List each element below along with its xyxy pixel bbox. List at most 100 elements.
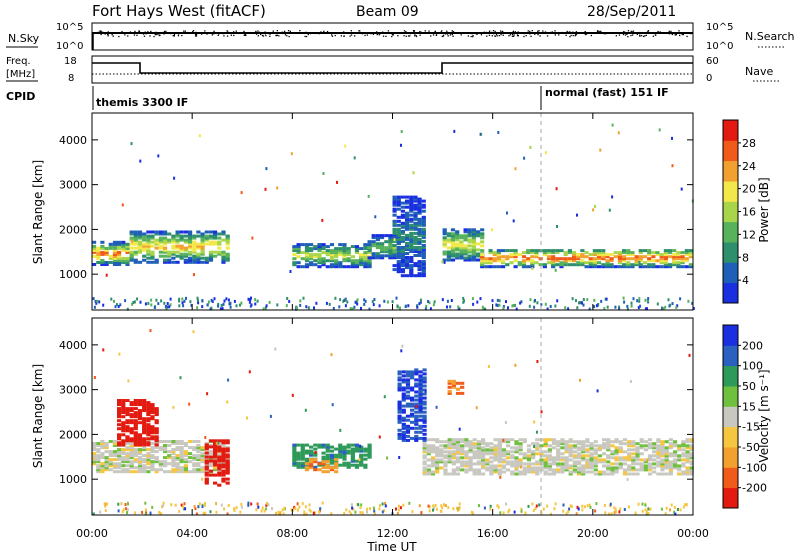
velocity-echo-cell [346, 443, 351, 447]
velocity-echo-cell [439, 448, 444, 452]
power-ground-scatter-cell [185, 296, 187, 300]
nsearch-dot [107, 35, 109, 37]
power-echo-cell [680, 261, 685, 265]
power-ground-scatter-cell [219, 307, 222, 311]
power-echo-cell [459, 234, 464, 238]
power-echo-cell [117, 246, 122, 250]
nsearch-dot [538, 30, 540, 32]
velocity-echo-cell [217, 467, 222, 471]
velocity-ground-scatter-cell [396, 512, 399, 515]
velocity-echo-cell [493, 464, 498, 468]
power-echo-cell [112, 250, 118, 254]
velocity-echo-cell [104, 456, 109, 460]
velocity-echo-cell [476, 450, 481, 454]
power-echo-cell [546, 249, 552, 253]
power-echo-cell [384, 246, 389, 250]
nsearch-dot [452, 35, 454, 37]
x-tick-label: 12:00 [377, 527, 409, 540]
velocity-echo-cell [635, 448, 640, 452]
power-echo-cell [380, 236, 385, 240]
velocity-echo-cell [154, 446, 159, 450]
velocity-echo-cell [129, 460, 134, 464]
nsearch-dot [657, 30, 659, 33]
velocity-echo-cell [192, 468, 197, 472]
power-echo-cell [204, 236, 209, 240]
power-echo-cell [380, 254, 385, 258]
velocity-echo-cell [121, 458, 126, 462]
velocity-echo-cell [350, 457, 355, 461]
velocity-echo-cell [405, 372, 411, 376]
power-echo-cell [392, 246, 397, 250]
power-noise-cell [240, 191, 243, 195]
power-ground-scatter-cell [567, 307, 570, 311]
nsearch-dot [195, 35, 198, 37]
velocity-echo-cell [213, 473, 218, 477]
power-echo-cell [400, 250, 405, 253]
power-ground-scatter-cell [606, 305, 609, 309]
power-echo-cell [630, 251, 635, 255]
power-echo-cell [421, 203, 426, 207]
power-ground-scatter-cell [498, 299, 501, 303]
power-noise-cell [506, 211, 508, 215]
power-echo-cell [100, 246, 105, 250]
power-ground-scatter-cell [196, 306, 199, 310]
nsearch-dot [690, 33, 692, 35]
power-echo-cell [150, 254, 155, 258]
power-echo-cell [112, 259, 118, 262]
velocity-echo-cell [367, 455, 372, 459]
velocity-echo-cell [481, 458, 486, 462]
power-echo-cell [605, 263, 610, 267]
power-echo-cell [442, 252, 447, 256]
power-echo-cell [647, 257, 652, 261]
velocity-echo-cell [443, 450, 448, 454]
nsearch-dot [318, 33, 320, 35]
velocity-echo-cell [300, 451, 305, 455]
power-echo-cell [392, 250, 397, 254]
velocity-echo-cell [468, 444, 473, 448]
colorbar-swatch [723, 467, 738, 489]
power-echo-cell [225, 254, 230, 258]
velocity-echo-cell [359, 447, 364, 451]
velocity-echo-cell [171, 450, 176, 454]
velocity-ground-scatter-cell [261, 506, 264, 510]
nsearch-dot [500, 34, 502, 36]
velocity-echo-cell [146, 407, 151, 411]
power-echo-cell [192, 244, 197, 248]
velocity-echo-cell [572, 468, 577, 472]
power-echo-cell [354, 261, 360, 265]
power-echo-cell [304, 259, 310, 263]
velocity-ground-scatter-cell [379, 503, 381, 507]
velocity-echo-cell [179, 440, 184, 443]
velocity-echo-cell [221, 455, 226, 459]
velocity-echo-cell [418, 376, 423, 380]
velocity-echo-cell [430, 456, 436, 460]
power-echo-cell [296, 261, 301, 265]
power-echo-cell [521, 261, 527, 265]
velocity-echo-cell [338, 453, 343, 457]
power-echo-cell [400, 231, 405, 235]
nsearch-dot [170, 33, 172, 35]
nsearch-dot [206, 33, 208, 35]
power-ground-scatter-cell [315, 301, 318, 305]
velocity-echo-cell [397, 416, 402, 420]
nsearch-dot [376, 31, 378, 33]
power-noise-cell [139, 159, 142, 163]
power-echo-cell [421, 227, 426, 231]
velocity-echo-cell [489, 464, 494, 468]
power-ground-scatter-cell [268, 300, 271, 304]
power-echo-cell [409, 248, 414, 251]
power-echo-cell [672, 263, 677, 267]
power-ground-scatter-cell [196, 298, 199, 302]
velocity-echo-cell [121, 439, 126, 443]
power-echo-cell [200, 252, 205, 256]
velocity-echo-cell [96, 448, 101, 452]
power-echo-cell [150, 230, 155, 234]
velocity-echo-cell [510, 446, 515, 450]
colorbar-swatch [723, 386, 738, 407]
power-echo-cell [188, 230, 193, 234]
power-echo-cell [117, 263, 122, 266]
power-echo-cell [521, 265, 527, 269]
velocity-echo-cell [426, 464, 431, 468]
power-echo-cell [146, 256, 151, 260]
velocity-echo-cell [577, 454, 582, 458]
